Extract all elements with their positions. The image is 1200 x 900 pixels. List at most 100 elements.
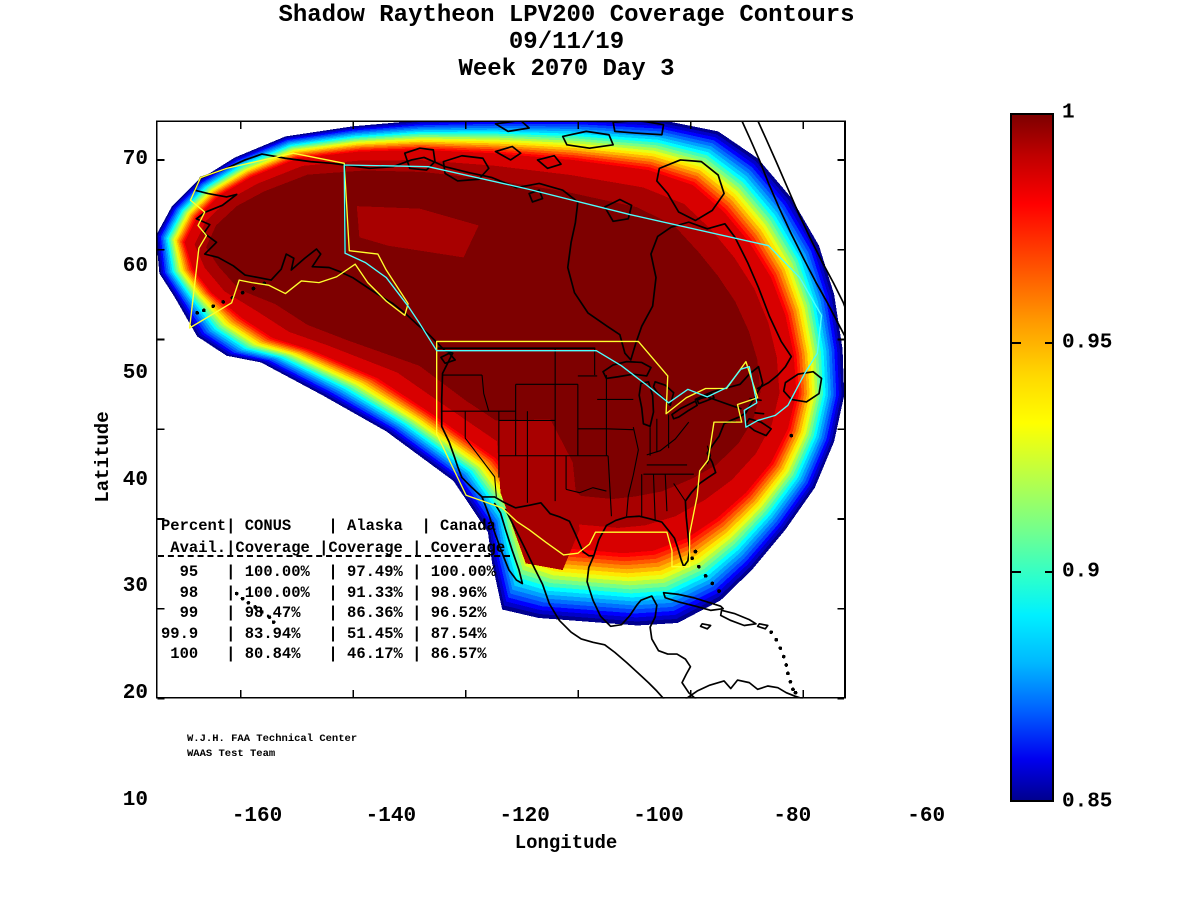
y-tick-label: 10 — [122, 789, 148, 812]
colorbar-tick-label: 0.95 — [1062, 331, 1113, 355]
table-row: 99.9 | 83.94% | 51.45% | 87.54% — [161, 624, 487, 643]
devon-island — [561, 130, 614, 150]
state-boundary-segment — [481, 375, 490, 412]
arctic-islet-1 — [494, 145, 522, 161]
lake-superior — [602, 360, 652, 380]
x-tick-label: -80 — [773, 805, 812, 828]
y-tick-label: 20 — [122, 682, 148, 706]
coastline-baja — [481, 496, 524, 585]
island-dot — [791, 687, 795, 692]
island-dot — [211, 304, 215, 309]
vancouver-island — [440, 352, 456, 365]
colorbar-tick-mark — [1012, 571, 1021, 574]
island-dot — [710, 581, 715, 586]
island-dot — [267, 615, 272, 619]
island-dot — [693, 549, 698, 554]
jamaica — [699, 622, 712, 630]
table-row: 99 | 98.47% | 86.36% | 96.52% — [161, 604, 487, 622]
island-dot — [769, 630, 773, 635]
lake-erie — [671, 400, 699, 420]
y-tick-label: 60 — [122, 254, 148, 278]
state-boundary-segment — [626, 427, 639, 517]
island-dot — [253, 605, 258, 609]
table-row: 98 | 100.00% | 91.33% | 98.96% — [161, 583, 487, 602]
y-axis-label: Latitude — [92, 411, 114, 503]
island-dot — [690, 556, 694, 561]
state-boundary-segment — [673, 483, 686, 502]
hispaniola — [719, 609, 757, 627]
greenland-coast-inner — [756, 120, 846, 311]
banks-island — [403, 147, 436, 171]
alaska-coverage-boundary — [188, 152, 409, 329]
puerto-rico — [756, 622, 769, 630]
coastline-mexico-east — [586, 554, 697, 699]
ellesmere-island — [612, 120, 665, 136]
arctic-islet-2 — [536, 154, 562, 170]
map-plot-area — [156, 120, 846, 700]
south-america-coast — [685, 679, 804, 699]
island-dot — [251, 286, 256, 291]
colorbar-tick-label: 0.85 — [1062, 790, 1113, 814]
contour-bands — [156, 120, 845, 626]
island-dot — [788, 679, 793, 684]
prince-edward-island — [754, 412, 765, 415]
state-boundary-segment — [664, 474, 668, 512]
island-dot — [778, 646, 783, 651]
chart-subtitle-date: 09/11/19 — [508, 29, 625, 56]
state-boundary-segment — [646, 421, 690, 456]
canada-coverage-boundary — [343, 164, 823, 428]
y-tick-label: 30 — [122, 575, 148, 599]
state-boundary-segment — [706, 445, 712, 465]
island-dot — [202, 308, 206, 313]
victoria-island — [442, 154, 490, 182]
st-lawrence-river — [694, 396, 742, 410]
lake-michigan — [638, 380, 655, 428]
island-dot — [786, 671, 790, 676]
island-dot — [234, 591, 239, 596]
island-dot — [784, 663, 789, 667]
colorbar — [1010, 113, 1054, 802]
chart-subtitle-week: Week 2070 Day 3 — [458, 56, 675, 83]
coastline-alaska — [193, 176, 454, 355]
baffin-island — [655, 159, 725, 222]
colorbar-tick-mark — [1045, 341, 1054, 344]
y-tick-label: 40 — [122, 468, 148, 492]
coastline-conus — [440, 352, 764, 568]
coverage-table-header-line1: Percent| CONUS | Alaska | Canada — [161, 517, 496, 535]
credit-annotation: W.J.H. FAA Technical Center WAAS Test Te… — [187, 732, 357, 761]
axis-tick-marks — [157, 122, 845, 700]
coverage-table-header-line2: Avail.|Coverage |Coverage | Coverage — [161, 538, 506, 557]
x-tick-label: -60 — [907, 805, 946, 828]
x-tick-label: -140 — [365, 805, 417, 828]
x-tick-label: -100 — [633, 805, 684, 828]
coverage-table-rows: 95 | 100.00% | 97.49% | 100.00% 98 | 100… — [161, 562, 496, 665]
island-dot — [703, 574, 708, 578]
coastline-mexico-west — [504, 508, 665, 699]
island-dot — [789, 433, 794, 438]
credit-line1: W.J.H. FAA Technical Center — [187, 733, 358, 745]
x-axis-label: Longitude — [514, 832, 618, 854]
plot-frame — [156, 120, 846, 699]
credit-line2: WAAS Test Team — [187, 747, 276, 760]
state-boundary-segment — [652, 474, 656, 520]
island-dot — [221, 300, 226, 304]
island-dot — [246, 600, 251, 605]
us-state-boundaries — [440, 348, 736, 520]
island-dot — [774, 637, 779, 642]
newfoundland — [782, 370, 823, 403]
southampton-island — [603, 198, 633, 223]
island-dot — [697, 564, 701, 569]
island-dot — [195, 311, 200, 315]
coverage-table-header: Percent| CONUS | Alaska | Canada Avail.|… — [161, 516, 505, 559]
island-dot — [781, 654, 786, 659]
colorbar-tick-mark — [1012, 341, 1021, 344]
state-boundary-segment — [464, 411, 497, 497]
colorbar-tick-label: 1 — [1062, 101, 1075, 125]
conus-coverage-boundary — [435, 340, 759, 568]
cuba — [662, 591, 725, 612]
greenland-coast-west — [740, 120, 846, 339]
state-boundary-segment — [565, 487, 607, 494]
table-row: 100 | 80.84% | 46.17% | 86.57% — [161, 645, 487, 663]
island-dot — [717, 589, 721, 593]
